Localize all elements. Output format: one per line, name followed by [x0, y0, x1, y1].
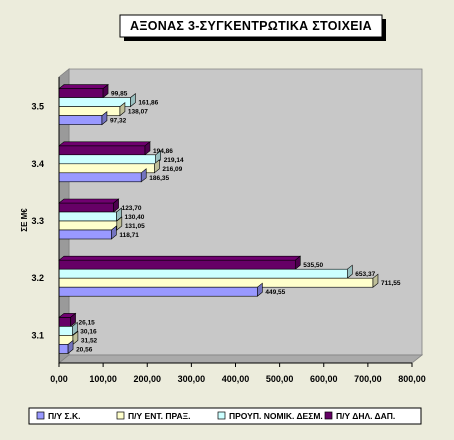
- bar: [58, 163, 155, 174]
- bar-end-face: [101, 110, 108, 126]
- legend-swatch: [116, 411, 125, 420]
- bar-end-face: [116, 216, 123, 231]
- floor: [57, 354, 424, 364]
- legend-swatch: [324, 411, 333, 420]
- x-tick-label: 200,00: [133, 374, 161, 384]
- bar-end-face: [70, 312, 76, 328]
- data-label: 123,70: [122, 205, 142, 212]
- bar: [58, 211, 117, 222]
- x-tick-label: 100,00: [89, 374, 117, 384]
- data-label: 449,55: [265, 289, 285, 296]
- data-label: 186,35: [149, 175, 169, 182]
- x-tick-label: 700,00: [354, 374, 382, 384]
- bar: [58, 326, 73, 336]
- legend-swatch: [36, 411, 45, 420]
- bar: [58, 172, 142, 183]
- bar-top-face: [58, 84, 109, 89]
- data-label: 711,55: [381, 280, 401, 287]
- bar: [58, 229, 112, 240]
- y-tick-label: 3.2: [31, 273, 44, 283]
- bar: [58, 88, 104, 98]
- bar: [58, 202, 114, 213]
- legend-label: Π/Υ ΔΗΛ. ΔΑΠ.: [336, 411, 395, 421]
- data-label: 99,85: [111, 91, 128, 98]
- bar-top-face: [58, 198, 120, 204]
- legend-label: ΠΡΟΥΠ. ΝΟΜΙΚ. ΔΕΣΜ.: [229, 411, 323, 421]
- bar: [58, 268, 348, 279]
- data-label: 20,56: [76, 346, 93, 353]
- data-label: 216,09: [162, 166, 182, 173]
- bar-end-face: [154, 159, 160, 174]
- bar-end-face: [346, 264, 353, 279]
- bar-end-face: [130, 92, 136, 108]
- bar-top-face: [58, 141, 151, 147]
- bar-end-face: [140, 168, 147, 183]
- bar: [58, 220, 118, 231]
- y-axis-categories: 3.1 3.2 3.3 3.4 3.5: [31, 102, 44, 341]
- data-label: 653,37: [355, 271, 375, 278]
- x-tick-label: 0,00: [50, 374, 68, 384]
- chart-title: ΑΞΟΝΑΣ 3-ΣΥΓΚΕΝΤΡΩΤΙΚΑ ΣΤΟΙΧΕΙΑ: [130, 19, 372, 33]
- x-tick-label: 800,00: [398, 374, 426, 384]
- y-tick-label: 3.4: [31, 159, 44, 169]
- legend-label: Π/Υ Σ.Κ.: [48, 411, 81, 421]
- title-frame: [119, 14, 383, 38]
- data-label: 535,50: [303, 262, 323, 269]
- plot-area: 26,15 30,16 31,52 20,56 535,50 653,37 711,55 44…: [57, 68, 424, 364]
- x-axis-ticks: 0,00 100,00 200,00 300,00 400,00 500,00 600,00…: [50, 77, 426, 384]
- bar: [58, 344, 69, 354]
- data-label: 31,52: [81, 337, 98, 344]
- bar-end-face: [113, 198, 119, 213]
- y-tick-label: 3.3: [31, 216, 44, 226]
- bar-end-face: [67, 339, 74, 355]
- bar-end-face: [372, 273, 379, 288]
- bar: [58, 145, 146, 156]
- bar-end-face: [144, 141, 151, 156]
- bar-end-face: [119, 101, 126, 117]
- bar-group-3-3: 123,70 130,40 131,05 118,71: [58, 198, 145, 240]
- data-label: 30,16: [80, 328, 97, 335]
- bar: [58, 154, 156, 165]
- bar: [58, 286, 258, 297]
- x-tick-label: 500,00: [266, 374, 294, 384]
- bar: [58, 259, 296, 270]
- bar-group-3-1: 26,15 30,16 31,52 20,56: [58, 312, 98, 355]
- data-label: 161,86: [138, 100, 158, 107]
- bar: [58, 106, 121, 116]
- bar-end-face: [257, 282, 263, 297]
- bar-end-face: [111, 225, 117, 240]
- bar-end-face: [72, 321, 78, 337]
- bar-end-face: [294, 255, 301, 270]
- data-label: 194,86: [153, 148, 173, 155]
- bar-group-3-4: 194,86 219,14 216,09 186,35: [58, 141, 184, 183]
- bar: [58, 97, 131, 107]
- data-label: 131,05: [125, 223, 145, 230]
- bar: [58, 115, 103, 125]
- data-label: 118,71: [119, 232, 139, 239]
- x-tick-label: 600,00: [310, 374, 338, 384]
- data-label: 26,15: [79, 319, 96, 326]
- y-axis-label: ΣΕ Μ€: [20, 208, 29, 232]
- bar: [58, 317, 71, 327]
- y-tick-label: 3.1: [31, 330, 44, 340]
- bar-top-face: [58, 255, 302, 261]
- data-label: 138,07: [128, 109, 148, 116]
- x-tick-label: 400,00: [222, 374, 250, 384]
- chart-title-box: ΑΞΟΝΑΣ 3-ΣΥΓΚΕΝΤΡΩΤΙΚΑ ΣΤΟΙΧΕΙΑ: [119, 14, 386, 41]
- y-tick-label: 3.5: [31, 102, 44, 112]
- legend-swatch: [217, 411, 226, 420]
- data-label: 97,32: [110, 118, 127, 125]
- bar-end-face: [102, 83, 109, 99]
- legend: Π/Υ Σ.Κ. Π/Υ ΕΝΤ. ΠΡΑΞ. ΠΡΟΥΠ. ΝΟΜΙΚ. ΔΕΣΜ…: [28, 407, 422, 425]
- legend-label: Π/Υ ΕΝΤ. ΠΡΑΞ.: [128, 411, 190, 421]
- data-label: 219,14: [164, 157, 184, 164]
- bar: [58, 277, 374, 288]
- x-tick-label: 300,00: [178, 374, 206, 384]
- data-label: 130,40: [125, 214, 145, 221]
